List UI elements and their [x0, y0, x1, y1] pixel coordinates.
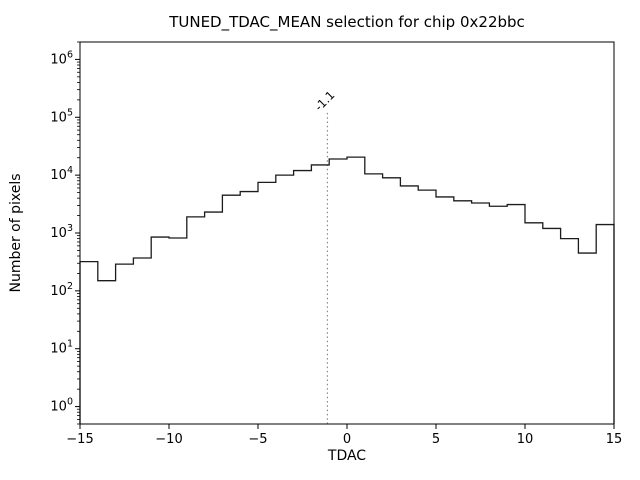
y-tick-label: 104 — [50, 165, 73, 183]
y-tick-label: 101 — [50, 339, 73, 357]
x-tick-label: 5 — [432, 432, 440, 447]
y-tick-label: 102 — [50, 281, 73, 299]
y-tick-label: 105 — [50, 107, 73, 125]
y-tick-label: 100 — [50, 397, 73, 415]
histogram-path — [79, 156, 615, 424]
chart-title: TUNED_TDAC_MEAN selection for chip 0x22b… — [168, 13, 525, 32]
x-tick-label: −15 — [66, 432, 93, 447]
x-tick-label: 0 — [343, 432, 351, 447]
y-tick-label: 106 — [50, 49, 73, 67]
x-tick-label: 10 — [517, 432, 534, 447]
y-tick-label: 103 — [50, 223, 73, 241]
plot-frame — [79, 41, 615, 425]
x-tick-label: 15 — [606, 432, 623, 447]
plot-contents: -1.1 −15 −10 −5 0 5 10 15 100 101 102 103 104 105 106 — [50, 41, 623, 447]
x-tick-label: −5 — [248, 432, 267, 447]
x-tick-label: −10 — [155, 432, 182, 447]
mean-annotation: -1.1 — [312, 88, 338, 114]
x-axis-label: TDAC — [327, 448, 366, 464]
y-axis-label: Number of pixels — [8, 173, 24, 292]
